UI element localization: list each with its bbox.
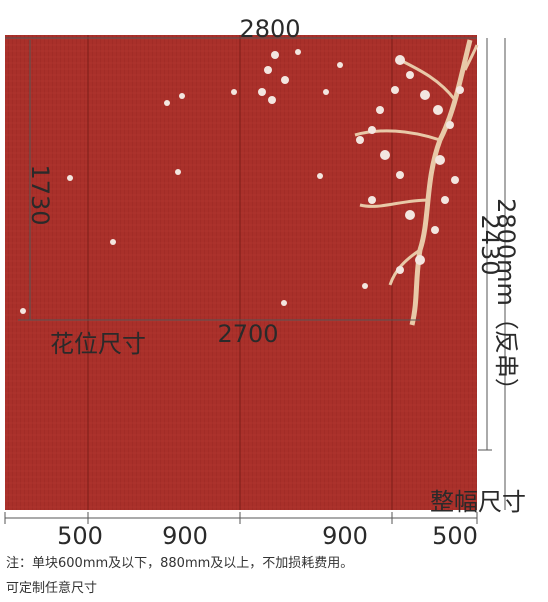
- note: 可定制任意尺寸: [6, 580, 97, 596]
- bottom-segment: 900: [322, 522, 368, 550]
- dimension-lines: [4, 37, 506, 524]
- wallpaper-panel: [5, 35, 477, 510]
- note: 注：单块600mm及以下，880mm及以上，不加损耗费用。: [6, 556, 353, 571]
- bottom-segment: 500: [432, 522, 478, 550]
- pattern-label: 花位尺寸: [50, 330, 146, 358]
- right-height: 2430: [476, 214, 504, 275]
- pattern-width: 2700: [217, 320, 278, 348]
- panel-seams: [87, 35, 393, 510]
- bottom-segment: 500: [57, 522, 103, 550]
- bottom-segment: 900: [162, 522, 208, 550]
- left-height: 1730: [26, 164, 54, 225]
- blossom-branch: [20, 39, 479, 326]
- right-height-alt: 2800mm（反串）: [492, 198, 520, 402]
- top-width: 2800: [239, 15, 300, 43]
- full-label: 整幅尺寸: [430, 488, 526, 516]
